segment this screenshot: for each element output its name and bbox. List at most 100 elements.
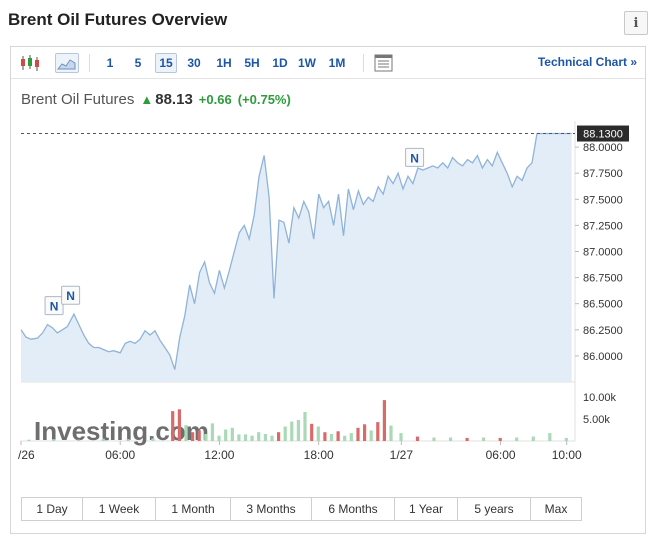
page-title: Brent Oil Futures Overview: [8, 10, 228, 29]
range-button-1-year[interactable]: 1 Year: [395, 498, 458, 520]
volume-bar: [349, 433, 353, 441]
volume-bar: [382, 400, 386, 441]
volume-bar: [197, 430, 201, 441]
toolbar-divider: [89, 54, 90, 72]
timeframe-button-15[interactable]: 15: [155, 53, 177, 73]
news-marker-label: N: [410, 151, 419, 165]
y-tick-label: 87.7500: [583, 168, 623, 180]
volume-bar: [310, 423, 314, 441]
volume-bar: [277, 432, 281, 441]
volume-bar: [224, 429, 228, 441]
volume-bar: [343, 435, 347, 441]
up-arrow-icon: ▲: [140, 92, 154, 107]
volume-bar: [498, 437, 502, 441]
range-button-1-day[interactable]: 1 Day: [22, 498, 83, 520]
timeframe-button-5[interactable]: 5: [134, 56, 142, 70]
candlestick-chart-icon[interactable]: [19, 53, 41, 73]
volume-bar: [210, 423, 214, 441]
volume-bar: [283, 426, 287, 441]
y-tick-label: 86.7500: [583, 273, 623, 285]
timeframe-button-5h[interactable]: 5H: [244, 56, 260, 70]
volume-bar: [250, 435, 254, 441]
y-tick-label: 88.0000: [583, 142, 623, 154]
volume-bar: [515, 437, 519, 441]
volume-bar: [217, 435, 221, 441]
volume-bar: [184, 425, 188, 441]
timeframe-button-1m[interactable]: 1M: [328, 56, 346, 70]
volume-bar: [171, 411, 175, 441]
volume-bar: [296, 419, 300, 441]
range-button-5-years[interactable]: 5 years: [458, 498, 531, 520]
volume-bar: [415, 436, 420, 441]
range-button-3-months[interactable]: 3 Months: [231, 498, 312, 520]
y-tick-label: 87.0000: [583, 247, 623, 259]
last-price-label: 88.1300: [583, 129, 623, 141]
volume-bar: [237, 434, 241, 441]
timeframe-button-1w[interactable]: 1W: [298, 56, 316, 70]
range-button-1-month[interactable]: 1 Month: [156, 498, 231, 520]
y-tick-label: 86.5000: [583, 299, 623, 311]
volume-bar: [303, 412, 307, 441]
volume-bar: [204, 434, 208, 441]
y-tick-label: 87.5000: [583, 194, 623, 206]
volume-bar: [151, 438, 155, 441]
volume-bar: [432, 437, 436, 441]
x-tick-label: 12:00: [204, 448, 234, 462]
x-tick-label: 06:00: [486, 448, 516, 462]
instrument-name: Brent Oil Futures: [21, 91, 135, 108]
price-change: +0.66: [198, 92, 232, 107]
volume-bar: [389, 425, 393, 441]
last-price: 88.13: [155, 91, 193, 108]
volume-bar: [270, 435, 274, 441]
volume-bar: [52, 439, 56, 441]
volume-bar: [356, 427, 360, 441]
info-button[interactable]: i: [624, 11, 648, 35]
volume-bar: [177, 409, 181, 441]
toolbar-divider: [363, 54, 364, 72]
volume-bar: [76, 439, 81, 441]
timeframe-button-1[interactable]: 1: [106, 56, 114, 70]
range-button-6-months[interactable]: 6 Months: [312, 498, 395, 520]
volume-bar: [531, 436, 535, 441]
y-tick-label: 86.2500: [583, 325, 623, 337]
volume-bar: [329, 434, 334, 441]
volume-bar: [482, 437, 486, 441]
news-marker-label: N: [66, 289, 75, 303]
x-tick-label: 1/27: [390, 448, 414, 462]
technical-chart-link[interactable]: Technical Chart »: [537, 55, 637, 69]
x-tick-label: /26: [18, 448, 35, 462]
watermark-logo: Investing.com: [34, 416, 209, 446]
x-tick-label: 18:00: [304, 448, 334, 462]
news-marker-label: N: [50, 300, 59, 314]
price-area: [21, 133, 572, 382]
settings-panel-icon[interactable]: [373, 53, 395, 73]
volume-bar: [263, 434, 267, 441]
chart-panel: 1 5 15 30 1H 5H 1D 1W 1M Technical Chart » Brent…: [10, 46, 646, 534]
last-price-badge: [577, 125, 629, 142]
news-marker[interactable]: [405, 147, 425, 167]
volume-bar: [230, 427, 234, 441]
range-button-max[interactable]: Max: [531, 498, 581, 520]
news-marker[interactable]: [44, 296, 64, 316]
timeframe-button-1d[interactable]: 1D: [272, 56, 288, 70]
x-tick-label: 06:00: [105, 448, 135, 462]
volume-bar: [316, 426, 320, 441]
volume-bar: [323, 432, 327, 441]
volume-bar: [126, 439, 130, 441]
volume-bar: [449, 437, 453, 441]
volume-bar: [27, 439, 31, 441]
range-button-1-week[interactable]: 1 Week: [83, 498, 156, 520]
area-chart-icon[interactable]: [55, 53, 79, 73]
volume-bar: [548, 433, 552, 441]
volume-bar: [336, 431, 340, 441]
range-selector: 1 Day 1 Week 1 Month 3 Months 6 Months 1 Year…: [21, 497, 582, 521]
chart-toolbar: 1 5 15 30 1H 5H 1D 1W 1M Technical Chart »: [11, 47, 645, 79]
x-tick-label: 10:00: [552, 448, 582, 462]
volume-bar: [369, 430, 373, 441]
timeframe-button-30[interactable]: 30: [187, 56, 201, 70]
volume-bar: [363, 424, 367, 441]
timeframe-button-1h[interactable]: 1H: [216, 56, 232, 70]
news-marker[interactable]: [61, 285, 81, 305]
y-tick-label: 86.0000: [583, 351, 623, 363]
